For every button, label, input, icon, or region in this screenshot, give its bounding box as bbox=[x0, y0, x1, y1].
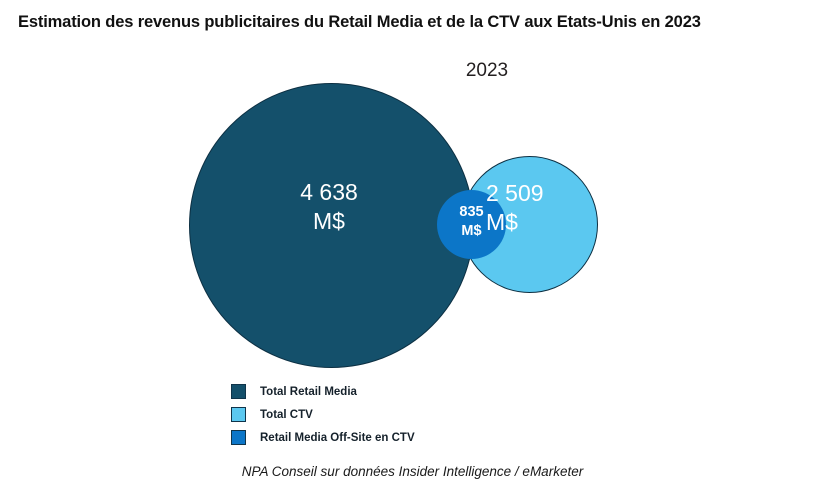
legend-label-retail-media-offsite-ctv: Retail Media Off-Site en CTV bbox=[260, 431, 415, 444]
legend-label-total-ctv: Total CTV bbox=[260, 408, 313, 421]
legend-swatch-icon-total-ctv bbox=[231, 407, 246, 422]
legend-swatch-icon-retail-media-offsite-ctv bbox=[231, 430, 246, 445]
legend-item-retail-media-offsite-ctv[interactable]: Retail Media Off-Site en CTV bbox=[231, 427, 651, 448]
venn-circle-total-retail-media[interactable] bbox=[189, 83, 474, 368]
legend-item-total-retail-media[interactable]: Total Retail Media bbox=[231, 381, 651, 402]
legend-label-total-retail-media: Total Retail Media bbox=[260, 385, 357, 398]
venn-value-total-ctv: 2 509 bbox=[486, 180, 544, 206]
legend: Total Retail Media Total CTV Retail Medi… bbox=[231, 381, 651, 450]
venn-unit-total-retail-media: M$ bbox=[313, 208, 345, 235]
venn-label-retail-media-offsite-ctv: 835 M$ bbox=[437, 203, 506, 241]
venn-label-total-ctv: 2 509 M$ bbox=[486, 179, 596, 238]
venn-diagram: 2023 4 638 M$ 2 509 M$ 835 M$ bbox=[0, 48, 825, 378]
venn-unit-total-ctv: M$ bbox=[486, 209, 518, 236]
legend-item-total-ctv[interactable]: Total CTV bbox=[231, 404, 651, 425]
source-note: NPA Conseil sur données Insider Intellig… bbox=[241, 464, 584, 479]
page-title: Estimation des revenus publicitaires du … bbox=[18, 13, 701, 31]
venn-value-retail-media-offsite-ctv: 835 bbox=[459, 204, 484, 220]
venn-label-total-retail-media: 4 638 M$ bbox=[249, 178, 409, 237]
legend-swatch-icon-total-retail-media bbox=[231, 384, 246, 399]
year-label: 2023 bbox=[465, 60, 509, 81]
venn-value-total-retail-media: 4 638 bbox=[300, 179, 358, 205]
venn-unit-retail-media-offsite-ctv: M$ bbox=[461, 223, 482, 240]
venn-circle-retail-media-offsite-ctv[interactable] bbox=[437, 190, 506, 259]
